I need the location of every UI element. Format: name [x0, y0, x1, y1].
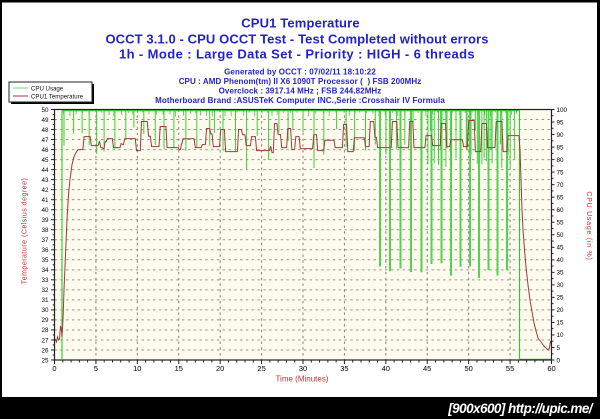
svg-text:1h - Mode : Large Data Set - P: 1h - Mode : Large Data Set - Priority : … — [119, 47, 475, 62]
svg-text:43: 43 — [41, 177, 49, 184]
svg-text:100: 100 — [557, 107, 568, 114]
svg-text:37: 37 — [41, 237, 49, 244]
svg-text:55: 55 — [506, 364, 514, 373]
svg-text:60: 60 — [547, 364, 555, 373]
svg-text:31: 31 — [41, 297, 49, 304]
svg-text:30: 30 — [299, 364, 307, 373]
svg-text:26: 26 — [41, 347, 49, 354]
svg-text:5: 5 — [557, 345, 561, 352]
svg-text:10: 10 — [133, 364, 141, 373]
svg-text:15: 15 — [175, 364, 183, 373]
svg-text:Motherboard Brand :ASUSTeK Com: Motherboard Brand :ASUSTeK Computer INC.… — [155, 96, 445, 105]
svg-text:Temperature (Celsius degree): Temperature (Celsius degree) — [22, 178, 29, 285]
svg-text:55: 55 — [557, 220, 565, 227]
svg-text:36: 36 — [41, 247, 49, 254]
svg-text:50: 50 — [41, 107, 49, 114]
svg-text:45: 45 — [41, 157, 49, 164]
svg-text:40: 40 — [382, 364, 390, 373]
svg-text:28: 28 — [41, 327, 49, 334]
svg-text:30: 30 — [41, 307, 49, 314]
svg-text:CPU1 Temperature: CPU1 Temperature — [31, 93, 84, 100]
svg-text:25: 25 — [557, 295, 565, 302]
svg-text:70: 70 — [557, 182, 565, 189]
svg-text:80: 80 — [557, 157, 565, 164]
svg-text:40: 40 — [557, 257, 565, 264]
svg-text:39: 39 — [41, 217, 49, 224]
svg-text:20: 20 — [216, 364, 224, 373]
svg-text:25: 25 — [41, 357, 49, 364]
svg-text:65: 65 — [557, 195, 565, 202]
svg-text:60: 60 — [557, 207, 565, 214]
svg-text:44: 44 — [41, 167, 49, 174]
svg-text:85: 85 — [557, 144, 565, 151]
svg-text:32: 32 — [41, 287, 49, 294]
svg-text:35: 35 — [557, 270, 565, 277]
svg-text:0: 0 — [52, 364, 56, 373]
svg-text:OCCT 3.1.0 - CPU OCCT Test - T: OCCT 3.1.0 - CPU OCCT Test - Test Comple… — [105, 32, 488, 47]
svg-text:46: 46 — [41, 147, 49, 154]
svg-text:30: 30 — [557, 282, 565, 289]
svg-text:15: 15 — [557, 320, 565, 327]
svg-text:48: 48 — [41, 127, 49, 134]
svg-text:CPU1 Temperature: CPU1 Temperature — [241, 16, 359, 31]
svg-text:10: 10 — [557, 332, 565, 339]
svg-text:33: 33 — [41, 277, 49, 284]
svg-text:47: 47 — [41, 137, 49, 144]
svg-text:45: 45 — [423, 364, 431, 373]
svg-text:20: 20 — [557, 307, 565, 314]
svg-text:Overclock : 3917.14 MHz ; FSB: Overclock : 3917.14 MHz ; FSB 244.82MHz — [219, 86, 382, 95]
svg-text:CPU Usage (in %): CPU Usage (in %) — [585, 191, 592, 260]
svg-text:Generated by OCCT : 07/02/11 1: Generated by OCCT : 07/02/11 18:10:22 — [224, 67, 376, 76]
svg-text:50: 50 — [465, 364, 473, 373]
svg-text:29: 29 — [41, 317, 49, 324]
svg-text:49: 49 — [41, 117, 49, 124]
svg-text:5: 5 — [94, 364, 98, 373]
svg-text:34: 34 — [41, 267, 49, 274]
svg-text:42: 42 — [41, 187, 49, 194]
svg-text:35: 35 — [41, 257, 49, 264]
svg-text:0: 0 — [557, 357, 561, 364]
svg-text:35: 35 — [340, 364, 348, 373]
svg-text:50: 50 — [557, 232, 565, 239]
svg-text:CPU Usage: CPU Usage — [31, 85, 64, 92]
svg-text:CPU : AMD Phenom(tm) II X6 109: CPU : AMD Phenom(tm) II X6 1090T Process… — [179, 77, 422, 86]
svg-text:Time (Minutes): Time (Minutes) — [275, 375, 328, 384]
svg-text:25: 25 — [257, 364, 265, 373]
svg-text:45: 45 — [557, 245, 565, 252]
svg-text:41: 41 — [41, 197, 49, 204]
svg-text:95: 95 — [557, 119, 565, 126]
svg-text:75: 75 — [557, 169, 565, 176]
svg-text:40: 40 — [41, 207, 49, 214]
svg-text:90: 90 — [557, 132, 565, 139]
svg-text:38: 38 — [41, 227, 49, 234]
svg-text:[900x600] http://upic.me/: [900x600] http://upic.me/ — [447, 401, 594, 416]
svg-text:27: 27 — [41, 337, 49, 344]
